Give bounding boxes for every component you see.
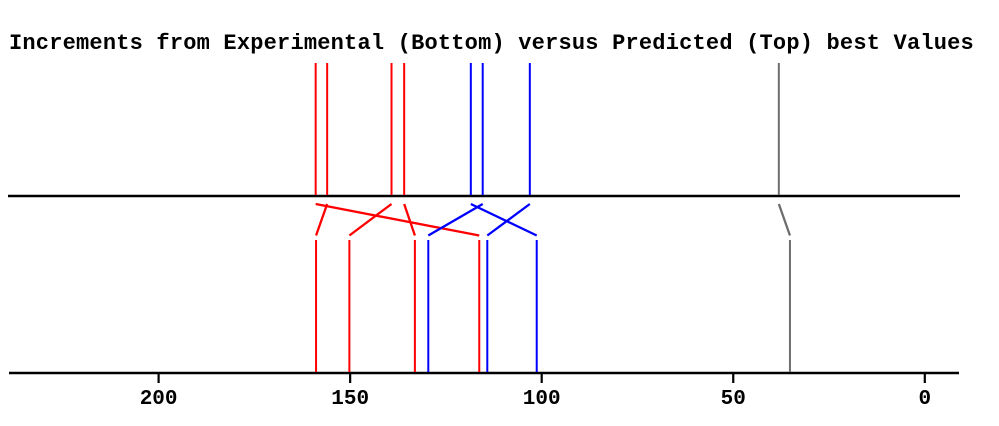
x-axis-tick-label: 150 (331, 388, 369, 411)
assignment-connector-red (315, 202, 480, 237)
x-axis-tick-label: 200 (140, 388, 178, 411)
assignment-connector-blue (427, 203, 484, 237)
assignment-connector-red (403, 203, 416, 236)
x-axis-tick-label: 0 (918, 388, 931, 411)
chart-title: Increments from Experimental (Bottom) ve… (9, 31, 974, 56)
assignment-connector-blue (470, 202, 538, 237)
assignment-connector-red (348, 203, 393, 237)
x-axis-tick-label: 50 (721, 388, 746, 411)
assignment-connector-gray (777, 203, 792, 236)
assignment-connector-red (314, 203, 329, 236)
x-axis-tick-label: 100 (523, 388, 561, 411)
assignment-connector-blue (486, 203, 531, 237)
